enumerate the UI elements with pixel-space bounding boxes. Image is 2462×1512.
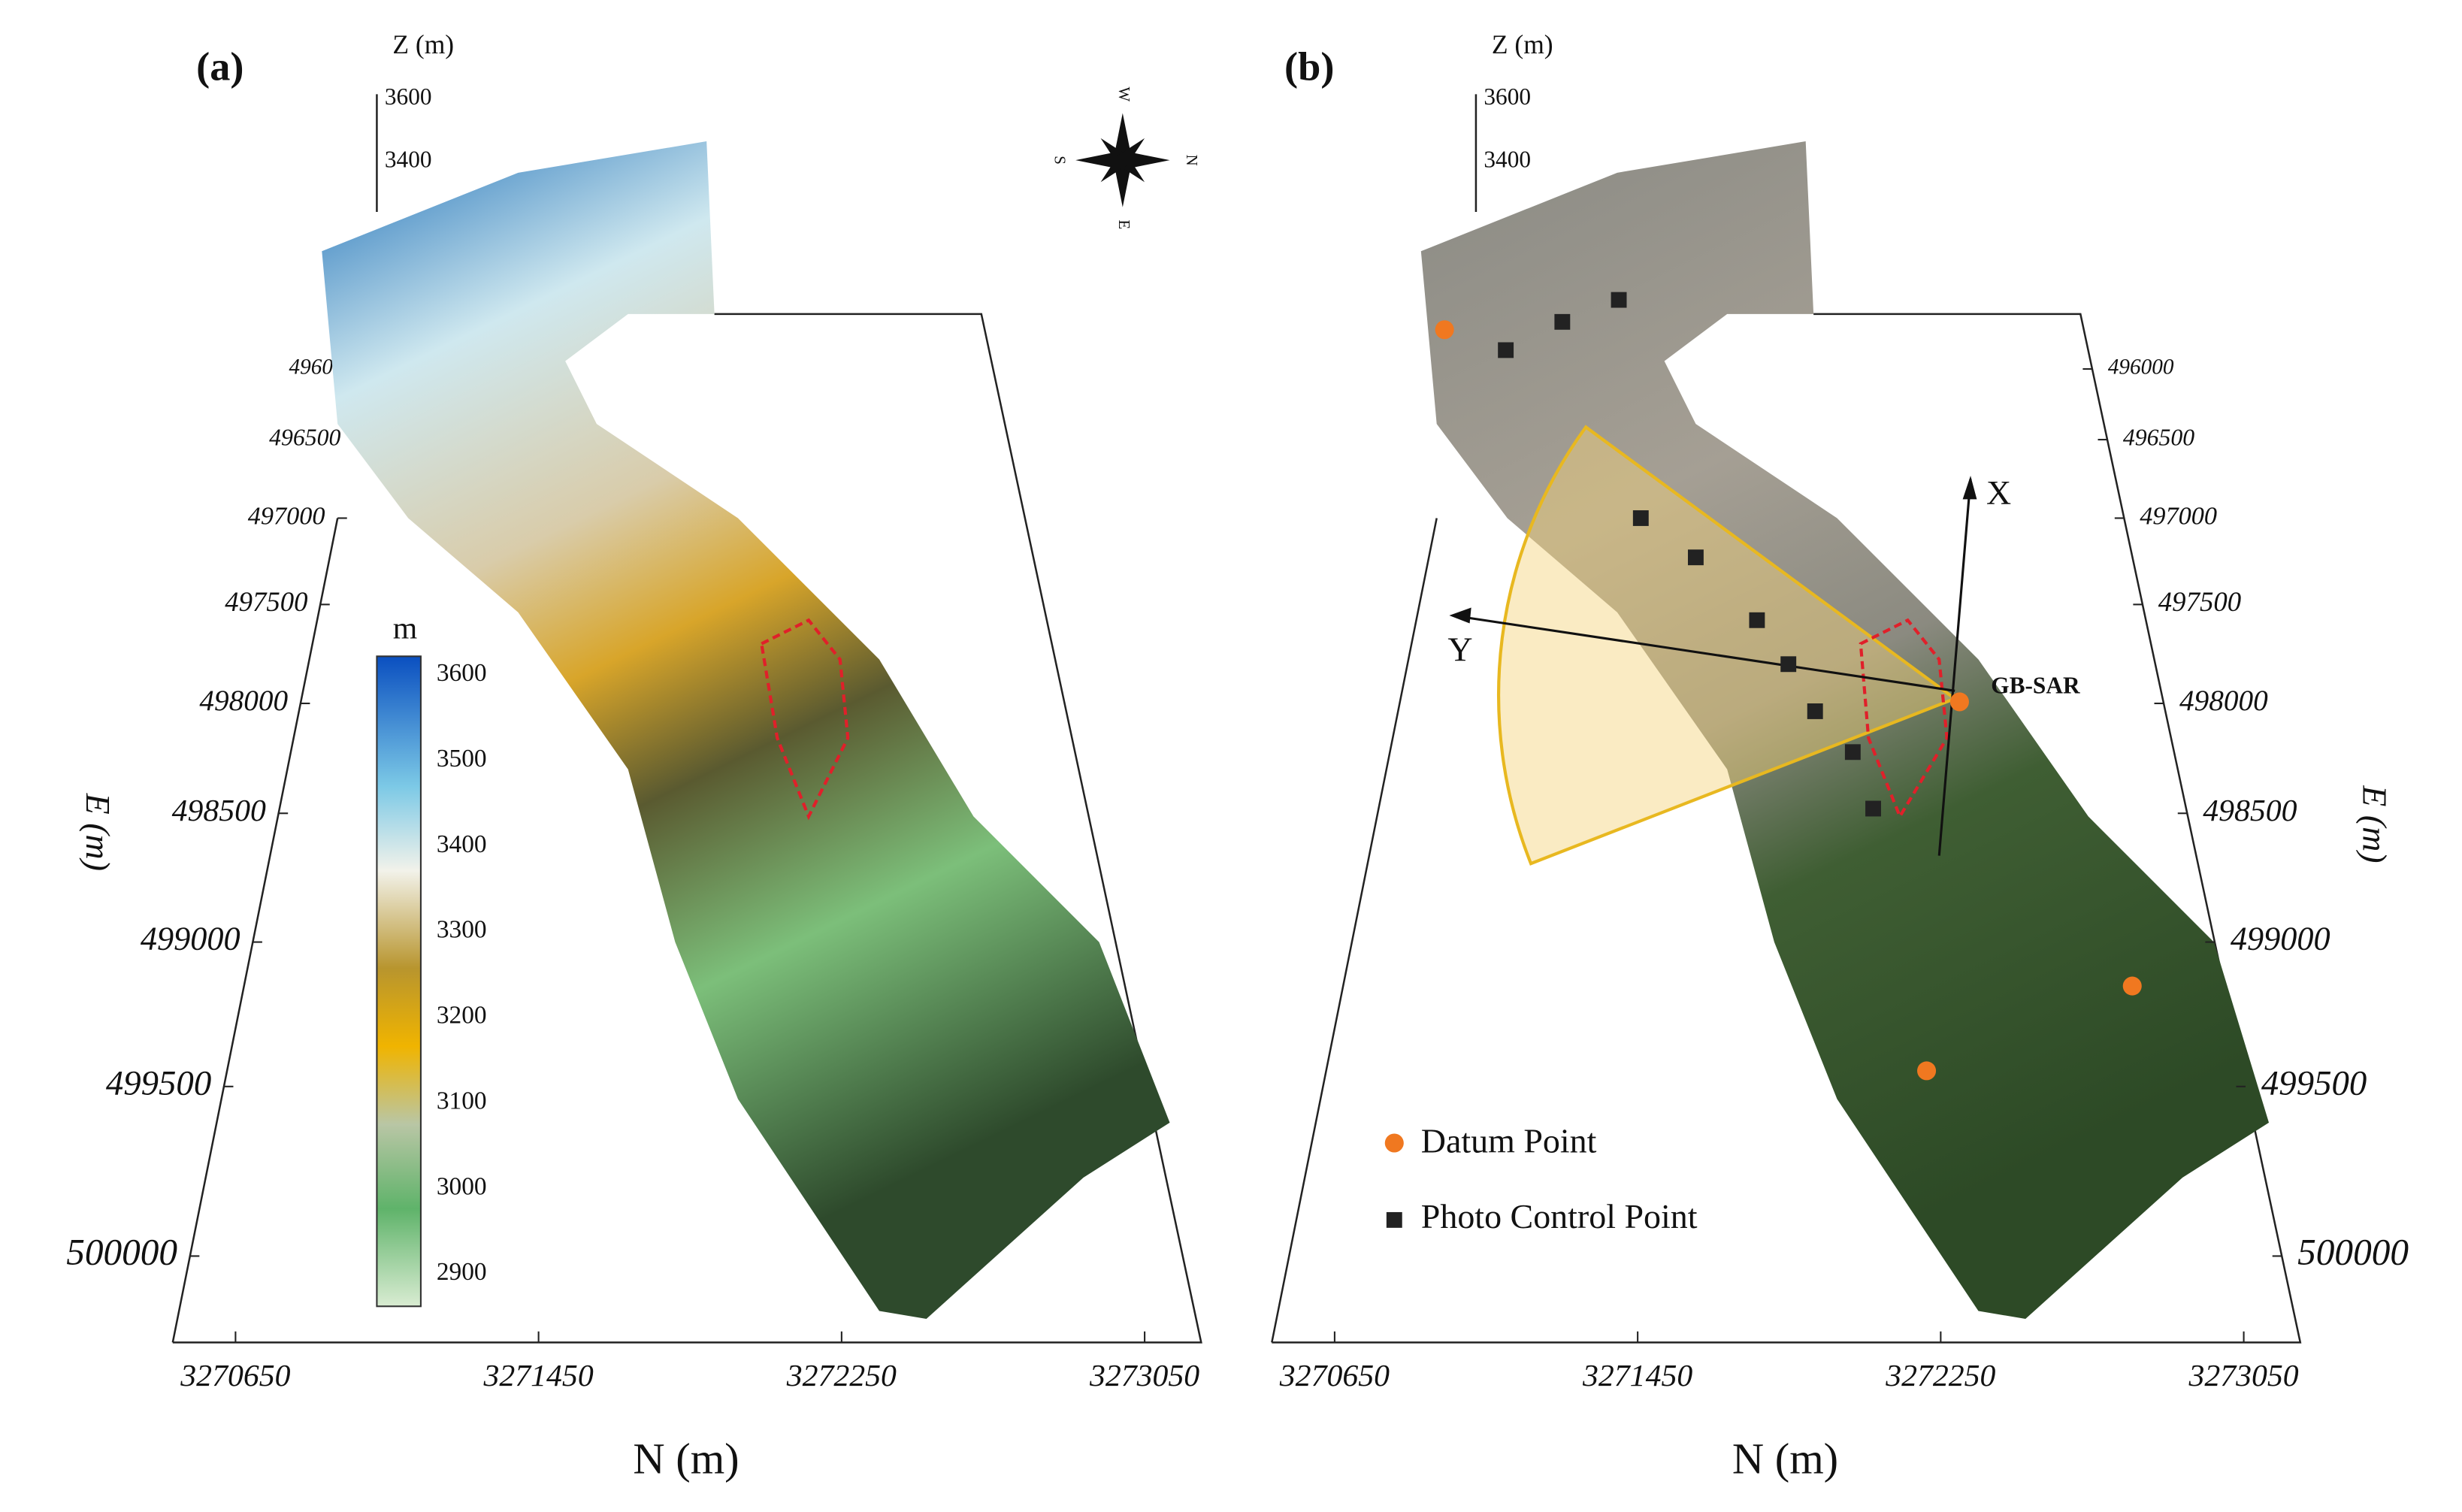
arrow-head [1962,476,1977,500]
compass-letter: N [1183,155,1201,166]
panel-label: (a) [196,44,243,89]
e-tick-label: 499500 [106,1064,211,1103]
e-tick-label: 498000 [199,685,288,717]
compass-letter: E [1115,219,1133,229]
landslide-outline [1859,618,1949,821]
terrain-dem [322,141,1170,1320]
e-tick-label: 499000 [2231,921,2330,957]
e-tick-label: 498500 [2203,794,2297,828]
e-tick-label: 496500 [269,424,340,450]
n-tick-label: 3272250 [786,1359,897,1393]
n-tick-label: 3270650 [180,1359,290,1393]
z-tick-label: 3400 [385,146,432,172]
legend-marker [1384,1133,1404,1153]
e-axis-title: E (m) [79,793,117,871]
legend-label: Photo Control Point [1421,1197,1698,1235]
panel-label: (b) [1284,44,1334,89]
n-axis-title: N (m) [633,1435,739,1483]
colorbar-tick-label: 3100 [437,1087,487,1114]
legend-marker [1386,1211,1402,1228]
datum-points [1435,320,2142,1081]
colorbar-tick-label: 3600 [437,659,487,687]
e-tick-label: 497500 [2158,586,2241,617]
e-tick-label: 498000 [2179,685,2268,717]
n-axis-title: N (m) [1732,1435,1838,1483]
compass-letter: S [1051,156,1069,165]
e-tick-label: 496000 [2108,355,2174,380]
colorbar-tick-label: 3500 [437,745,487,773]
terrain-orthophoto [1420,141,2270,1320]
n-tick-label: 3270650 [1279,1359,1390,1393]
panel-a: (a) 496000496500497000497500498000498500… [66,29,1202,1483]
colorbar-tick-label: 3200 [437,1002,487,1030]
radar-x-label: X [1986,473,2011,512]
e-tick-label: 499000 [141,921,240,957]
e-tick-label: 500000 [66,1232,177,1273]
z-axis-title: Z (m) [392,29,454,59]
compass-letter: W [1115,87,1133,102]
e-tick-label: 498500 [172,794,266,828]
colorbar-tick-label: 3300 [437,916,487,944]
e-tick-label: 497000 [248,501,325,530]
colorbar-tick-label: 2900 [437,1258,487,1286]
photo-control-points [1498,292,1881,817]
compass [1075,113,1170,207]
colorbar-tick-label: 3000 [437,1172,487,1200]
landslide-outline [759,618,850,821]
n-tick-label: 3273050 [2188,1359,2298,1393]
e-tick-label: 497500 [225,586,307,617]
z-tick-label: 3400 [1484,146,1531,172]
n-tick-label: 3271450 [483,1359,594,1393]
e-tick-label: 499500 [2261,1064,2367,1103]
z-tick-label: 3600 [1484,83,1531,110]
e-tick-label: 500000 [2297,1232,2409,1273]
e-axis-title: E (m) [2355,785,2394,863]
z-tick-label: 3600 [385,83,432,110]
radar-coverage [1497,425,1958,866]
e-tick-label: 497000 [2140,501,2217,530]
radar-axes [1452,479,1972,856]
arrow-head [1449,607,1471,624]
z-axis-title: Z (m) [1492,29,1553,59]
legend-label: Datum Point [1421,1122,1597,1160]
n-tick-label: 3273050 [1089,1359,1199,1393]
colorbar-unit: m [393,611,418,646]
colorbar [376,655,422,1308]
n-tick-label: 3271450 [1582,1359,1692,1393]
e-tick-label: 496500 [2123,424,2194,450]
axes-box [1271,94,2302,1344]
colorbar-tick-label: 3400 [437,830,487,858]
radar-label: GB-SAR [1991,672,2080,698]
radar-y-label: Y [1447,631,1472,669]
axes-box [171,94,1202,1344]
panel-b: (b) X Y GB-SAR Z (m) 3600 3400 496000 496… [1271,29,2409,1483]
n-tick-label: 3272250 [1885,1359,1995,1393]
